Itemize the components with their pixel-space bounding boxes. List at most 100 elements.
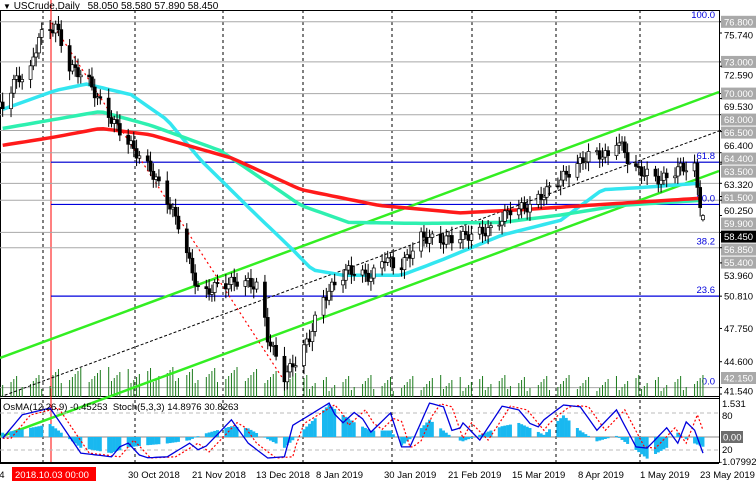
price-tick-label: 47.750 — [724, 324, 753, 335]
level-price-label: 55.400 — [724, 258, 753, 269]
level-price-label: 59.900 — [724, 219, 753, 230]
candle-body — [330, 281, 334, 292]
fib-label: 50.0 — [697, 193, 716, 204]
candle-body — [20, 79, 25, 83]
candle-body — [17, 75, 22, 83]
candle-body — [352, 274, 357, 276]
candle-body — [458, 239, 463, 244]
candle-body — [67, 45, 72, 72]
price-tick-label: 44.600 — [724, 357, 753, 368]
price-tick-label: 66.400 — [724, 141, 753, 152]
candle-body — [92, 86, 97, 99]
candle-body — [193, 272, 198, 286]
date-label: 8 Jan 2019 — [316, 470, 363, 481]
candle-body — [539, 193, 543, 200]
candle-body — [9, 92, 13, 110]
candle-body — [444, 235, 449, 245]
level-price-label: 76.800 — [724, 17, 753, 28]
candle-body — [422, 231, 426, 238]
candle-body — [235, 281, 239, 287]
level-price-label: 73.000 — [724, 57, 753, 68]
candle-body — [653, 168, 658, 177]
candle-body — [463, 231, 468, 236]
candle-body — [564, 170, 569, 175]
candle-body — [226, 284, 231, 290]
candle-body — [369, 277, 373, 282]
channel-middle-line — [0, 130, 720, 398]
candle-body — [254, 281, 259, 290]
candle-body — [196, 285, 200, 288]
candle-body — [673, 175, 677, 179]
candle-body — [204, 286, 209, 289]
osma-max-label: 1.531 — [722, 399, 746, 410]
level-price-label: 56.850 — [724, 245, 753, 256]
level-price-label: 63.500 — [724, 167, 753, 178]
candle-body — [366, 272, 370, 282]
fib-label: 100.0 — [691, 10, 715, 21]
candle-body — [285, 371, 290, 383]
channel-upper-line — [0, 90, 720, 360]
candle-body — [639, 166, 644, 177]
candle-body — [126, 134, 131, 145]
candle-body — [698, 187, 703, 208]
candle-body — [427, 237, 432, 244]
level-price-box — [721, 152, 756, 165]
candle-body — [561, 170, 566, 181]
candle-body — [210, 292, 214, 295]
candle-body — [681, 162, 686, 172]
stoch-20-label: 20 — [722, 445, 733, 456]
level-price-box — [721, 15, 756, 28]
candle-body — [634, 163, 638, 167]
candle-body — [684, 170, 689, 173]
candle-body — [168, 203, 172, 210]
candle-body — [701, 215, 705, 221]
candle-body — [157, 176, 161, 182]
collapse-triangle-icon[interactable]: ▼ — [3, 2, 11, 11]
candle-body — [614, 144, 619, 156]
candle-body — [341, 279, 345, 286]
candle-body — [78, 74, 83, 78]
candle-body — [274, 344, 278, 357]
current-price-label: 58.450 — [724, 232, 753, 243]
level-price-box — [721, 372, 756, 384]
candle-body — [173, 206, 178, 217]
candle-body — [0, 101, 5, 110]
zero-box — [721, 431, 743, 443]
candle-body — [207, 288, 211, 295]
candle-body — [528, 204, 532, 213]
osma-min-label: -1.07992 — [719, 457, 756, 468]
candle-body — [37, 37, 41, 54]
candle-body — [31, 56, 36, 67]
level-price-box — [721, 87, 756, 100]
level-price-box — [721, 165, 756, 178]
candle-body — [363, 269, 368, 274]
candle-body — [480, 226, 485, 234]
level-price-label: 66.500 — [724, 128, 753, 139]
level-price-label: 68.000 — [724, 115, 753, 126]
candle-body — [98, 96, 103, 99]
candle-body — [522, 202, 527, 209]
candle-body — [581, 157, 585, 164]
oscillator-pane — [0, 402, 719, 459]
candle-body — [282, 355, 287, 383]
candle-body — [288, 363, 292, 373]
candle-body — [56, 23, 61, 30]
horizontal-levels: 100.0 61.8 50.0 38.2 23.6 0.0 — [0, 10, 719, 389]
symbol-timeframe: USCrude,Daily — [13, 1, 80, 12]
candle-body — [385, 257, 390, 263]
date-label: 21 Feb 2019 — [448, 470, 501, 481]
price-tick-label: 53.960 — [724, 271, 753, 282]
candle-body — [165, 180, 170, 205]
regression-channel[interactable] — [0, 22, 720, 439]
date-label: 23 May 2019 — [700, 470, 755, 481]
candle-body — [625, 152, 630, 164]
date-label: 30 Jan 2019 — [384, 470, 436, 481]
candle-body — [575, 163, 580, 178]
price-tick-label: 50.810 — [724, 292, 753, 303]
candle-body — [430, 233, 435, 238]
level-price-box — [721, 191, 756, 204]
indicator-header: OsMA(12,26,9) -0.45253 Stoch(5,3,3) 14.8… — [3, 402, 239, 413]
candle-body — [438, 233, 443, 244]
candle-body — [151, 170, 156, 180]
